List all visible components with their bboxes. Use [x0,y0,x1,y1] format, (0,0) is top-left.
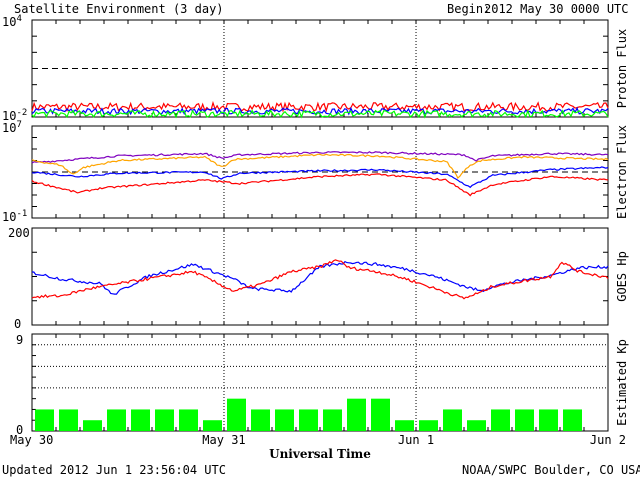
updated-timestamp: Updated 2012 Jun 1 23:56:04 UTC [2,463,226,477]
series-line-proton-0 [31,100,609,113]
y-tick-label: 107 [2,120,22,135]
kp-bar [347,398,366,431]
panel-proton: Proton Flux 104 10-2 [2,14,629,123]
x-tick-label: May 30 [10,433,53,447]
series-line-goes-hp-1 [31,259,609,300]
panel-kp: Estimated Kp 9 0 [16,333,629,437]
panel-goes-hp: GOES Hp 200 0 [8,226,629,331]
kp-bar [395,420,414,431]
series-line-electron-3 [31,173,609,197]
kp-bar [107,409,126,431]
kp-bar [539,409,558,431]
y-tick-label: 200 [8,226,30,240]
x-tick-label: May 31 [202,433,245,447]
y-axis-label: GOES Hp [615,251,629,302]
series-line-electron-0 [31,151,609,164]
x-tick-label: Jun 2 [590,433,626,447]
kp-bar [515,409,534,431]
series-line-electron-1 [31,153,609,179]
kp-bar [131,409,150,431]
y-tick-label: 10-2 [2,108,27,123]
begin-label: Begin: [447,2,491,16]
y-tick-label: 0 [14,317,21,331]
y-axis-label: Proton Flux [615,29,629,108]
kp-bar [203,420,222,431]
y-tick-label: 10-1 [2,209,27,224]
x-tick-label: Jun 1 [398,433,434,447]
series-line-proton-2 [31,109,609,119]
y-tick-label: 0 [16,423,23,437]
series-line-electron-2 [31,166,609,189]
kp-bar [467,420,486,431]
kp-bar [443,409,462,431]
chart-title: Satellite Environment (3 day) [14,2,224,16]
kp-bar [155,409,174,431]
y-tick-label: 104 [2,14,22,29]
kp-bar [83,420,102,431]
panel-frame [31,19,609,118]
y-axis-label: Estimated Kp [615,339,629,426]
series-line-proton-1 [31,106,609,116]
kp-bar [59,409,78,431]
kp-bar [299,409,318,431]
kp-bar [251,409,270,431]
kp-bar [371,398,390,431]
panel-electron: Electron Flux 107 10-1 [2,120,629,224]
kp-bar [35,409,54,431]
kp-bar [275,409,294,431]
kp-bar [323,409,342,431]
credit-text: NOAA/SWPC Boulder, CO USA [462,463,640,477]
panel-frame [31,227,609,326]
kp-bar [419,420,438,431]
kp-bar [491,409,510,431]
kp-bar [227,398,246,431]
y-tick-label: 9 [16,333,23,347]
begin-value: 2012 May 30 0000 UTC [484,2,629,16]
y-axis-label: Electron Flux [615,125,629,219]
kp-bar [179,409,198,431]
kp-bar [563,409,582,431]
x-axis-label: Universal Time [269,447,371,461]
